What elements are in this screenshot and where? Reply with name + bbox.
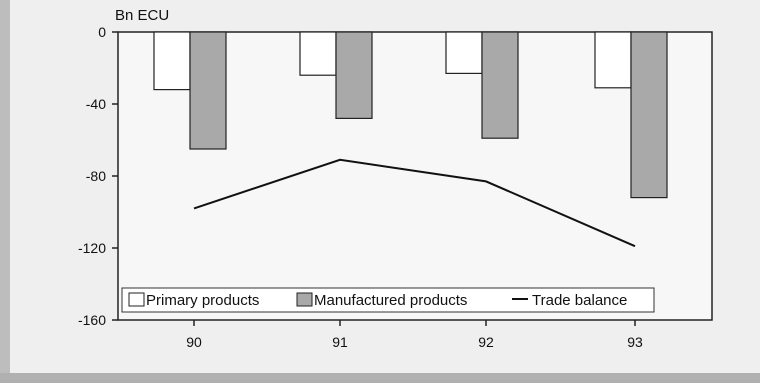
legend-swatch-manufactured bbox=[296, 292, 313, 307]
bar-manufactured-products bbox=[481, 31, 519, 139]
y-axis-unit-label: Bn ECU bbox=[115, 7, 169, 24]
bar-primary-products bbox=[445, 31, 483, 75]
y-tick-label: -160 bbox=[78, 312, 106, 328]
bar-manufactured-products bbox=[630, 31, 668, 199]
legend-box bbox=[121, 287, 655, 313]
y-tick-label: -80 bbox=[86, 168, 106, 184]
bar-primary-products bbox=[299, 31, 337, 76]
x-tick-label: 93 bbox=[627, 334, 643, 350]
legend-label-trade-balance: Trade balance bbox=[532, 292, 627, 309]
trade-balance-line-group bbox=[193, 158, 636, 248]
page-bottom-border bbox=[0, 373, 760, 383]
bar-primary-products bbox=[153, 31, 191, 91]
x-axis: 90 91 92 93 bbox=[186, 320, 643, 350]
bar-manufactured-products bbox=[335, 31, 373, 120]
y-tick-label: 0 bbox=[98, 24, 106, 40]
bar-primary-products bbox=[594, 31, 632, 89]
legend-label-primary: Primary products bbox=[146, 292, 259, 309]
trade-balance-line bbox=[193, 158, 636, 248]
y-tick-label: -40 bbox=[86, 96, 106, 112]
y-axis: 0 -40 -80 -120 -160 bbox=[78, 24, 118, 328]
x-tick-label: 91 bbox=[332, 334, 348, 350]
x-tick-label: 90 bbox=[186, 334, 202, 350]
legend: Primary products Manufactured products T… bbox=[121, 287, 655, 313]
bar-group bbox=[153, 31, 668, 199]
y-tick-label: -120 bbox=[78, 240, 106, 256]
bar-manufactured-products bbox=[189, 31, 227, 150]
legend-swatch-primary bbox=[128, 292, 145, 307]
x-tick-label: 92 bbox=[478, 334, 494, 350]
page-left-border bbox=[0, 0, 10, 383]
legend-label-manufactured: Manufactured products bbox=[314, 292, 467, 309]
